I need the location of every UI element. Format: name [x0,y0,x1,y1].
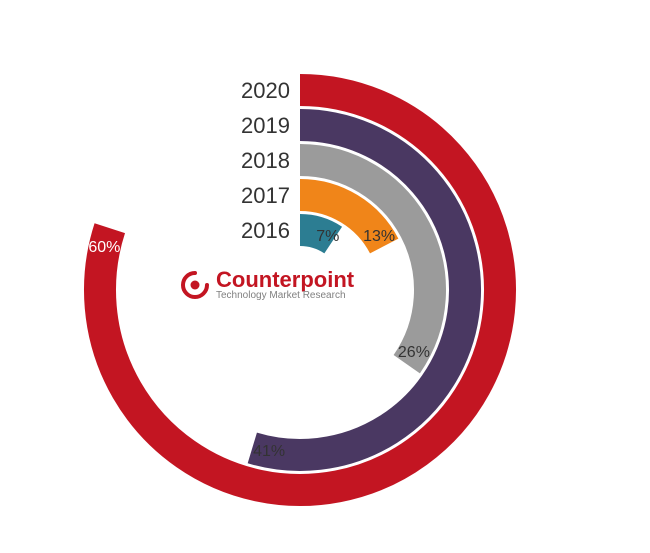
year-label-2017: 2017 [230,183,290,209]
pct-label-2016: 7% [316,228,339,246]
logo-brand: Counterpoint [216,268,354,291]
pct-label-2019: 41% [253,443,285,461]
pct-label-2017: 13% [363,228,395,246]
year-label-2018: 2018 [230,148,290,174]
year-label-2016: 2016 [230,218,290,244]
year-label-2019: 2019 [230,113,290,139]
radial-bar-chart: Counterpoint Technology Market Research … [0,0,650,553]
pct-label-2020: 60% [88,239,120,257]
year-label-2020: 2020 [230,78,290,104]
logo-tagline: Technology Market Research [216,291,354,302]
counterpoint-logo: Counterpoint Technology Market Research [180,268,354,302]
counterpoint-logo-icon [180,270,210,300]
pct-label-2018: 26% [398,344,430,362]
